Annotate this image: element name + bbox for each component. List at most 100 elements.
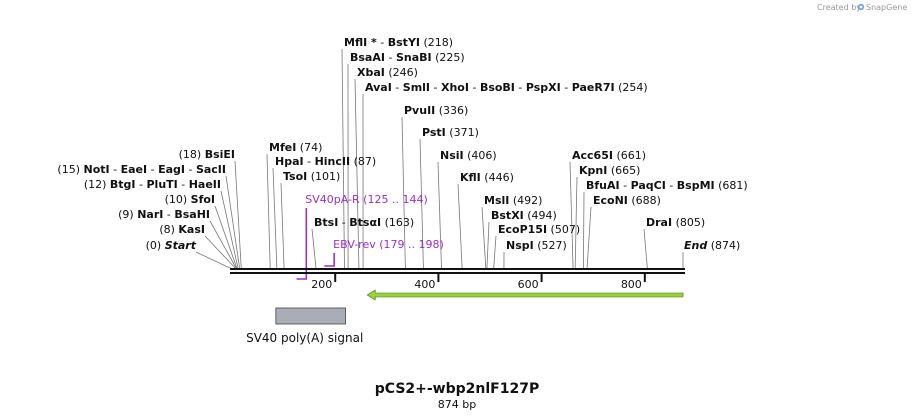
site-label-text: PstI (371): [422, 126, 479, 139]
site-leader-line: [225, 175, 241, 270]
site-leader-line: [234, 160, 242, 270]
plasmid-name: pCS2+-wbp2nlF127P: [375, 381, 539, 397]
site-label-text: MflI * - BstYI (218): [344, 36, 453, 49]
site-label: BsaAI - SnaBI (225): [350, 51, 465, 64]
site-label: (0) Start: [146, 239, 197, 252]
site-label-text: NspI (527): [506, 239, 567, 252]
site-label-text: AvaI - SmlI - XhoI - BsoBI - PspXI - Pae…: [365, 81, 648, 94]
site-label: End (874): [684, 239, 740, 252]
feature-label: SV40 poly(A) signal: [246, 331, 363, 345]
site-label-text: DraI (805): [646, 216, 705, 229]
site-leader-line: [220, 190, 239, 270]
site-label-text: HpaI - HincII (87): [275, 155, 376, 168]
site-label-text: End (874): [684, 239, 740, 252]
site-label-text: (8) KasI: [159, 223, 205, 236]
site-label-text: (15) NotI - EaeI - EagI - SacII: [57, 163, 226, 176]
site-label: HpaI - HincII (87): [275, 155, 376, 168]
site-leader-line: [643, 228, 648, 270]
ruler-tick-label: 400: [414, 278, 435, 291]
site-label: TsoI (101): [283, 170, 340, 183]
site-leader-line: [586, 206, 592, 270]
site-label-text: KflI (446): [460, 171, 514, 184]
feature-box: [275, 307, 346, 325]
site-label: XbaI (246): [357, 66, 418, 79]
primer-bar: [324, 253, 335, 267]
site-label-text: KpnI (665): [579, 164, 640, 177]
features: SV40 poly(A) signal: [246, 289, 684, 345]
site-label: (18) BsiEI: [179, 148, 235, 161]
site-leader-line: [354, 78, 360, 270]
site-label: Acc65I (661): [572, 149, 646, 162]
site-label: EcoNI (688): [593, 194, 661, 207]
site-leaders: [195, 48, 684, 270]
site-leader-line: [481, 206, 487, 270]
ruler-tick-label: 200: [311, 278, 332, 291]
site-leader-line: [401, 116, 406, 270]
site-leader-line: [419, 138, 424, 270]
site-label: (15) NotI - EaeI - EagI - SacII: [57, 163, 226, 176]
site-label-text: MslI (492): [484, 194, 542, 207]
site-label-text: (0) Start: [146, 239, 197, 252]
site-leader-line: [204, 235, 237, 270]
site-label-text: (12) BtgI - PluTI - HaeII: [84, 178, 221, 191]
site-leader-line: [457, 183, 463, 270]
site-leader-line: [486, 221, 490, 270]
site-label-text: (9) NarI - BsaHI: [118, 208, 210, 221]
site-leader-line: [266, 153, 271, 270]
site-label: PstI (371): [422, 126, 479, 139]
site-label: (9) NarI - BsaHI: [118, 208, 210, 221]
backbone: [230, 268, 685, 274]
credit-brand: SnapGene: [866, 3, 907, 12]
site-label-text: (10) SfoI: [165, 193, 215, 206]
site-label: PvuII (336): [404, 104, 468, 117]
site-label: AvaI - SmlI - XhoI - BsoBI - PspXI - Pae…: [365, 81, 648, 94]
site-label-text: EcoP15I (507): [498, 223, 580, 236]
site-label: (8) KasI: [159, 223, 205, 236]
site-leader-line: [280, 182, 285, 270]
site-label-text: XbaI (246): [357, 66, 418, 79]
site-leader-line: [214, 205, 238, 270]
plasmid-length: 874 bp: [438, 398, 476, 411]
site-label: DraI (805): [646, 216, 705, 229]
site-label: MfeI (74): [269, 141, 322, 154]
snapgene-logo-icon: [857, 3, 865, 11]
primer-bar: [296, 208, 308, 280]
ruler: 200 400 600 800: [311, 273, 646, 291]
site-label: BtsI - BtsαI (163): [314, 216, 414, 229]
site-labels: (0) Start (8) KasI (9) NarI - BsaHI (10) Sf…: [57, 36, 747, 252]
site-label-text: BsaAI - SnaBI (225): [350, 51, 465, 64]
site-label-text: BfuAI - PaqCI - BspMI (681): [586, 179, 748, 192]
primer-label: EBV-rev (179 .. 198): [333, 238, 444, 251]
site-label: KflI (446): [460, 171, 514, 184]
site-label: NsiI (406): [440, 149, 497, 162]
site-label: KpnI (665): [579, 164, 640, 177]
site-leader-line: [574, 176, 578, 270]
site-label-text: TsoI (101): [283, 170, 340, 183]
site-label: NspI (527): [506, 239, 567, 252]
site-label: MflI * - BstYI (218): [344, 36, 453, 49]
site-label-text: MfeI (74): [269, 141, 322, 154]
site-leader-line: [195, 251, 233, 270]
site-leader-line: [272, 167, 278, 270]
feature-polya-signal: SV40 poly(A) signal: [246, 307, 363, 345]
site-leader-line: [583, 191, 585, 270]
site-label: BstXI (494): [491, 209, 557, 222]
site-leader-line: [311, 228, 317, 270]
credit: Created by SnapGene: [817, 3, 907, 12]
primer: EBV-rev (179 .. 198): [324, 238, 444, 267]
site-leader-line: [569, 161, 574, 270]
site-leader-line: [437, 161, 442, 270]
site-leader-line: [341, 48, 345, 270]
site-label: (12) BtgI - PluTI - HaeII: [84, 178, 221, 191]
site-label-text: BtsI - BtsαI (163): [314, 216, 414, 229]
site-label: (10) SfoI: [165, 193, 215, 206]
site-leader-line: [209, 220, 237, 270]
feature-arrow: [366, 289, 684, 301]
site-label: EcoP15I (507): [498, 223, 580, 236]
site-leader-line: [493, 235, 497, 270]
site-label-text: NsiI (406): [440, 149, 497, 162]
feature-arrow-shape: [366, 289, 684, 301]
site-label-text: Acc65I (661): [572, 149, 646, 162]
site-label-text: BstXI (494): [491, 209, 557, 222]
